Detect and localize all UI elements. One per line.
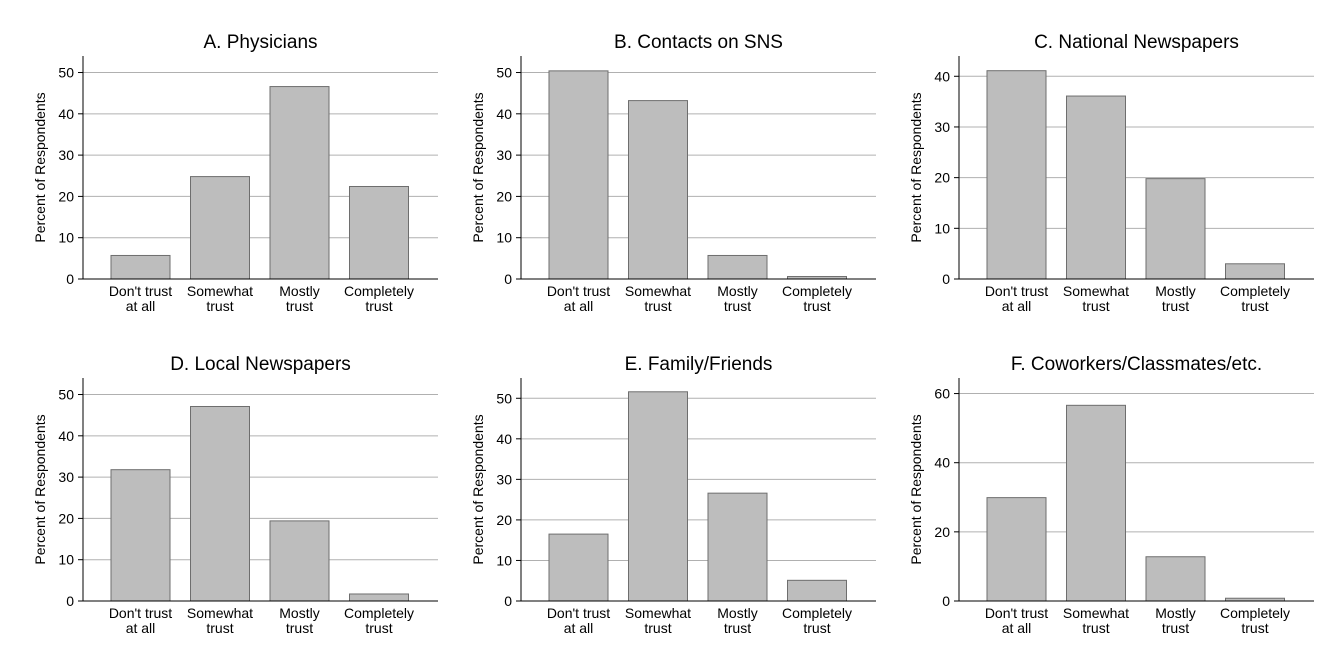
y-tick-label: 60 bbox=[934, 386, 950, 402]
y-tick-label: 20 bbox=[934, 524, 950, 540]
x-tick-label: Mostly trust bbox=[717, 605, 757, 636]
y-tick-label: 0 bbox=[942, 271, 950, 287]
x-tick-label: Don't trust at all bbox=[109, 605, 172, 636]
x-tick-label: Don't trust at all bbox=[547, 605, 610, 636]
chart-title: D. Local Newspapers bbox=[170, 354, 351, 375]
y-axis-label: Percent of Respondents bbox=[470, 92, 486, 242]
y-tick-label: 10 bbox=[58, 552, 74, 568]
chart-title: B. Contacts on SNS bbox=[614, 32, 783, 53]
y-tick-label: 10 bbox=[58, 230, 74, 246]
y-tick-label: 20 bbox=[934, 170, 950, 186]
x-tick-label: Completely trust bbox=[1220, 605, 1290, 636]
bar-2 bbox=[269, 86, 330, 280]
y-tick-label: 0 bbox=[66, 271, 74, 287]
y-tick-label: 10 bbox=[934, 220, 950, 236]
bar-0 bbox=[110, 254, 171, 280]
chart-panel-4: E. Family/Friends 0 10 20 30 40 50 Don't trust a… bbox=[470, 354, 876, 636]
y-tick-label: 40 bbox=[496, 106, 512, 122]
x-tick-label: Somewhat trust bbox=[625, 283, 691, 314]
chart-panel-2: C. National Newspapers 0 10 20 30 40 Don't tru… bbox=[908, 32, 1314, 314]
bar-1 bbox=[1066, 404, 1126, 602]
bar-1 bbox=[190, 176, 250, 280]
x-tick-label: Completely trust bbox=[344, 605, 414, 636]
x-tick-label: Somewhat trust bbox=[187, 605, 253, 636]
x-tick-label: Completely trust bbox=[1220, 283, 1290, 314]
x-tick-label: Completely trust bbox=[782, 605, 852, 636]
bar-0 bbox=[548, 70, 609, 280]
y-tick-label: 20 bbox=[58, 188, 74, 204]
y-axis-label: Percent of Respondents bbox=[470, 414, 486, 564]
y-axis-label: Percent of Respondents bbox=[908, 92, 924, 242]
y-tick-label: 20 bbox=[496, 512, 512, 528]
y-axis-label: Percent of Respondents bbox=[32, 92, 48, 242]
y-tick-label: 40 bbox=[934, 455, 950, 471]
y-tick-label: 30 bbox=[496, 147, 512, 163]
y-tick-label: 0 bbox=[942, 593, 950, 609]
chart-panel-3: D. Local Newspapers 0 10 20 30 40 50 Don't trus… bbox=[32, 354, 438, 636]
y-tick-label: 20 bbox=[58, 510, 74, 526]
y-tick-label: 30 bbox=[58, 147, 74, 163]
y-tick-label: 40 bbox=[58, 106, 74, 122]
x-tick-label: Mostly trust bbox=[279, 605, 319, 636]
bar-0 bbox=[986, 497, 1047, 602]
bar-2 bbox=[269, 520, 330, 602]
y-tick-label: 10 bbox=[496, 230, 512, 246]
y-tick-label: 0 bbox=[504, 271, 512, 287]
x-tick-label: Don't trust at all bbox=[109, 283, 172, 314]
x-tick-label: Mostly trust bbox=[279, 283, 319, 314]
bar-3 bbox=[349, 185, 409, 280]
y-tick-label: 20 bbox=[496, 188, 512, 204]
bar-0 bbox=[110, 469, 171, 602]
y-tick-label: 50 bbox=[58, 387, 74, 403]
chart-title: E. Family/Friends bbox=[625, 354, 773, 375]
y-tick-label: 50 bbox=[58, 65, 74, 81]
x-tick-label: Don't trust at all bbox=[547, 283, 610, 314]
bar-0 bbox=[548, 533, 609, 602]
y-tick-label: 30 bbox=[934, 119, 950, 135]
bar-1 bbox=[628, 100, 688, 280]
y-tick-label: 30 bbox=[496, 471, 512, 487]
x-tick-label: Don't trust at all bbox=[985, 283, 1048, 314]
x-tick-label: Somewhat trust bbox=[1063, 283, 1129, 314]
x-tick-label: Don't trust at all bbox=[985, 605, 1048, 636]
bar-2 bbox=[1145, 178, 1206, 280]
x-tick-label: Somewhat trust bbox=[1063, 605, 1129, 636]
bar-2 bbox=[707, 254, 768, 280]
bar-3 bbox=[1225, 263, 1285, 280]
bar-3 bbox=[787, 579, 847, 602]
bar-1 bbox=[1066, 95, 1126, 280]
chart-panel-5: F. Coworkers/Classmates/etc. 0 20 40 60 Don't… bbox=[908, 354, 1314, 636]
chart-title: C. National Newspapers bbox=[1034, 32, 1239, 53]
y-tick-label: 40 bbox=[496, 431, 512, 447]
chart-panel-1: B. Contacts on SNS 0 10 20 30 40 50 Don't trust… bbox=[470, 32, 876, 314]
bar-1 bbox=[628, 391, 688, 602]
y-tick-label: 0 bbox=[504, 593, 512, 609]
y-tick-label: 50 bbox=[496, 390, 512, 406]
x-tick-label: Mostly trust bbox=[1155, 283, 1195, 314]
y-axis-label: Percent of Respondents bbox=[908, 414, 924, 564]
chart-title: F. Coworkers/Classmates/etc. bbox=[1011, 354, 1262, 375]
bar-3 bbox=[349, 593, 409, 602]
bar-0 bbox=[986, 70, 1047, 280]
x-tick-label: Somewhat trust bbox=[625, 605, 691, 636]
y-tick-label: 10 bbox=[496, 552, 512, 568]
y-axis-label: Percent of Respondents bbox=[32, 414, 48, 564]
y-tick-label: 0 bbox=[66, 593, 74, 609]
x-tick-label: Completely trust bbox=[782, 283, 852, 314]
bar-1 bbox=[190, 405, 250, 602]
bar-2 bbox=[1145, 556, 1206, 602]
y-tick-label: 40 bbox=[934, 68, 950, 84]
y-tick-label: 30 bbox=[58, 469, 74, 485]
x-tick-label: Completely trust bbox=[344, 283, 414, 314]
y-tick-label: 50 bbox=[496, 65, 512, 81]
x-tick-label: Somewhat trust bbox=[187, 283, 253, 314]
x-tick-label: Mostly trust bbox=[1155, 605, 1195, 636]
y-tick-label: 40 bbox=[58, 428, 74, 444]
chart-panel-0: A. Physicians 0 10 20 30 40 50 Don't trust at al… bbox=[32, 32, 438, 314]
chart-title: A. Physicians bbox=[203, 32, 317, 53]
x-tick-label: Mostly trust bbox=[717, 283, 757, 314]
bar-2 bbox=[707, 492, 768, 602]
